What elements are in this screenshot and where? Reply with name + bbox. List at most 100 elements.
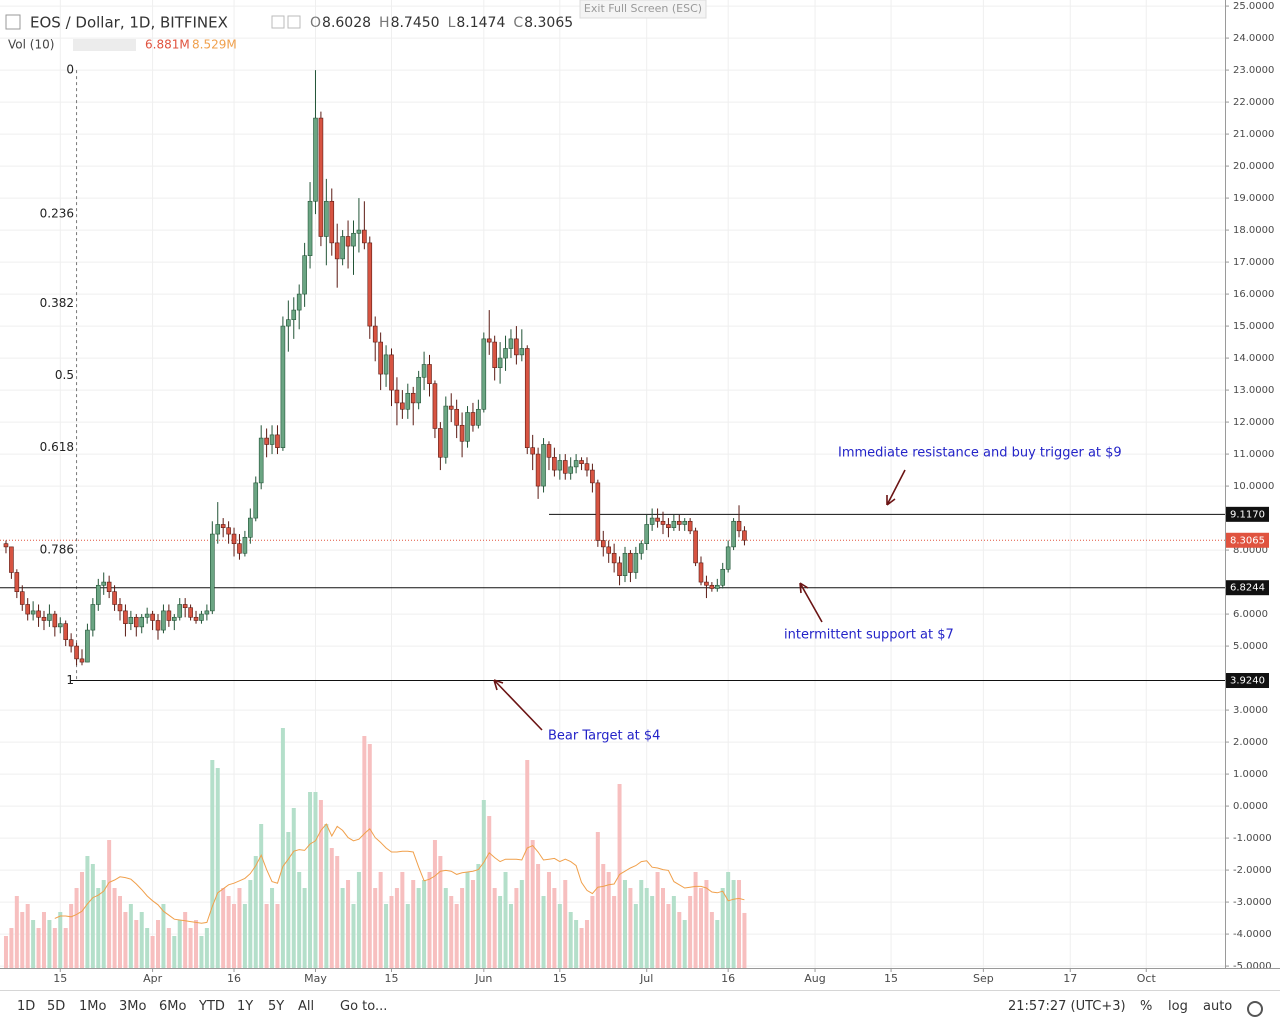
volume-bar [677,912,682,968]
annotation: Immediate resistance and buy trigger at … [838,446,1122,461]
volume-bar [79,872,84,968]
volume-bar [134,920,139,968]
last-price-box [1226,532,1269,548]
volume-bar [476,864,481,968]
candle-body [590,469,595,484]
volume-bar [536,864,541,968]
y-tick-label: 1.0000 [1233,769,1268,780]
range-button[interactable]: 1Mo [79,999,107,1014]
volume-bar [63,928,68,968]
volume-bar [351,904,356,968]
candle-body [215,524,221,535]
scale-option[interactable]: log [1168,999,1188,1014]
exit-button-label[interactable]: Exit Full Screen (ESC) [584,2,702,15]
y-tick-label: 21.0000 [1233,129,1274,140]
y-tick-label: -4.0000 [1233,929,1272,940]
collapse-icon[interactable] [5,14,21,30]
volume-bar [356,872,361,968]
volume-ma-line [54,823,745,924]
y-tick-label: 10.0000 [1233,481,1274,492]
volume-bar [248,880,253,968]
volume-bar [161,904,166,968]
range-button[interactable]: 1Y [237,999,254,1014]
candle-body [85,629,90,663]
volume-bar [166,928,171,968]
y-tick-label: 14.0000 [1233,353,1274,364]
eye-icon[interactable] [271,15,285,29]
settings-icon[interactable] [287,15,301,29]
candle-body [432,383,438,429]
candle-body [383,354,389,375]
candle-body [258,437,264,484]
candle-body [742,530,747,541]
settings-gear[interactable] [1247,1001,1263,1017]
range-button[interactable]: 5Y [268,999,285,1014]
volume-bar [275,904,280,968]
volume-bar [90,864,95,968]
candle-body [307,200,313,256]
candle-body [253,482,259,519]
candle-body [112,591,117,605]
candle-body [41,616,47,621]
candle-body [291,309,297,320]
range-button[interactable]: 5D [47,999,66,1014]
volume-bar [503,872,508,968]
range-button[interactable]: 1D [17,999,36,1014]
fib-level-label: 0.5 [55,368,74,382]
volume-bar [584,920,589,968]
annotation: Bear Target at $4 [548,729,660,744]
range-button[interactable]: 6Mo [159,999,187,1014]
level-price-box [1226,506,1269,522]
candle-body [36,610,41,618]
candle-body [573,460,579,468]
y-tick-label: 22.0000 [1233,97,1274,108]
volume-bar [52,928,57,968]
volume-bar [31,920,36,968]
volume-bar [367,744,372,968]
candle-body [427,364,432,384]
volume-bar [3,936,8,968]
y-tick-label: -2.0000 [1233,865,1272,876]
candle-body [465,412,470,442]
volume-bar [660,888,665,968]
candle-body [296,293,302,311]
x-tick-label: 15 [53,972,67,985]
scale-option[interactable]: % [1140,999,1153,1014]
volume-bar [601,864,606,968]
candle-body [579,460,584,464]
volume-bar [726,872,731,968]
volume-bar [666,904,671,968]
volume-bar [465,872,470,968]
fib-level-label: 0.618 [40,440,74,454]
scale-option[interactable]: auto [1203,999,1233,1014]
volume-bar [715,920,720,968]
goto-button[interactable]: Go to... [340,999,388,1014]
ohlc-key: H [379,15,390,31]
volume-bar [96,888,101,968]
arrow [493,679,543,731]
range-button[interactable]: 3Mo [119,999,147,1014]
volume-bar [422,880,427,968]
candle-body [660,520,666,525]
volume-legend-icons[interactable] [73,39,136,51]
candle-body [535,453,541,487]
candle-body [334,242,340,260]
ohlc-value: 8.7450 [391,15,440,31]
annotation-arrows [493,469,906,731]
ohlc-value: 8.1474 [456,15,505,31]
range-button[interactable]: YTD [199,999,225,1014]
symbol-title: EOS / Dollar, 1D, BITFINEX [30,14,228,32]
volume-bar [20,912,25,968]
exit-button[interactable] [579,0,707,19]
range-button[interactable]: All [298,999,315,1014]
candle-body [14,572,20,592]
volume-bar [378,872,383,968]
candle-body [541,444,546,487]
x-tick-label: Sep [973,972,994,985]
candle-body [367,242,373,327]
volume-layer [3,728,747,968]
volume-bar [340,888,345,968]
candle-body [514,338,519,356]
candle-body [95,584,101,605]
